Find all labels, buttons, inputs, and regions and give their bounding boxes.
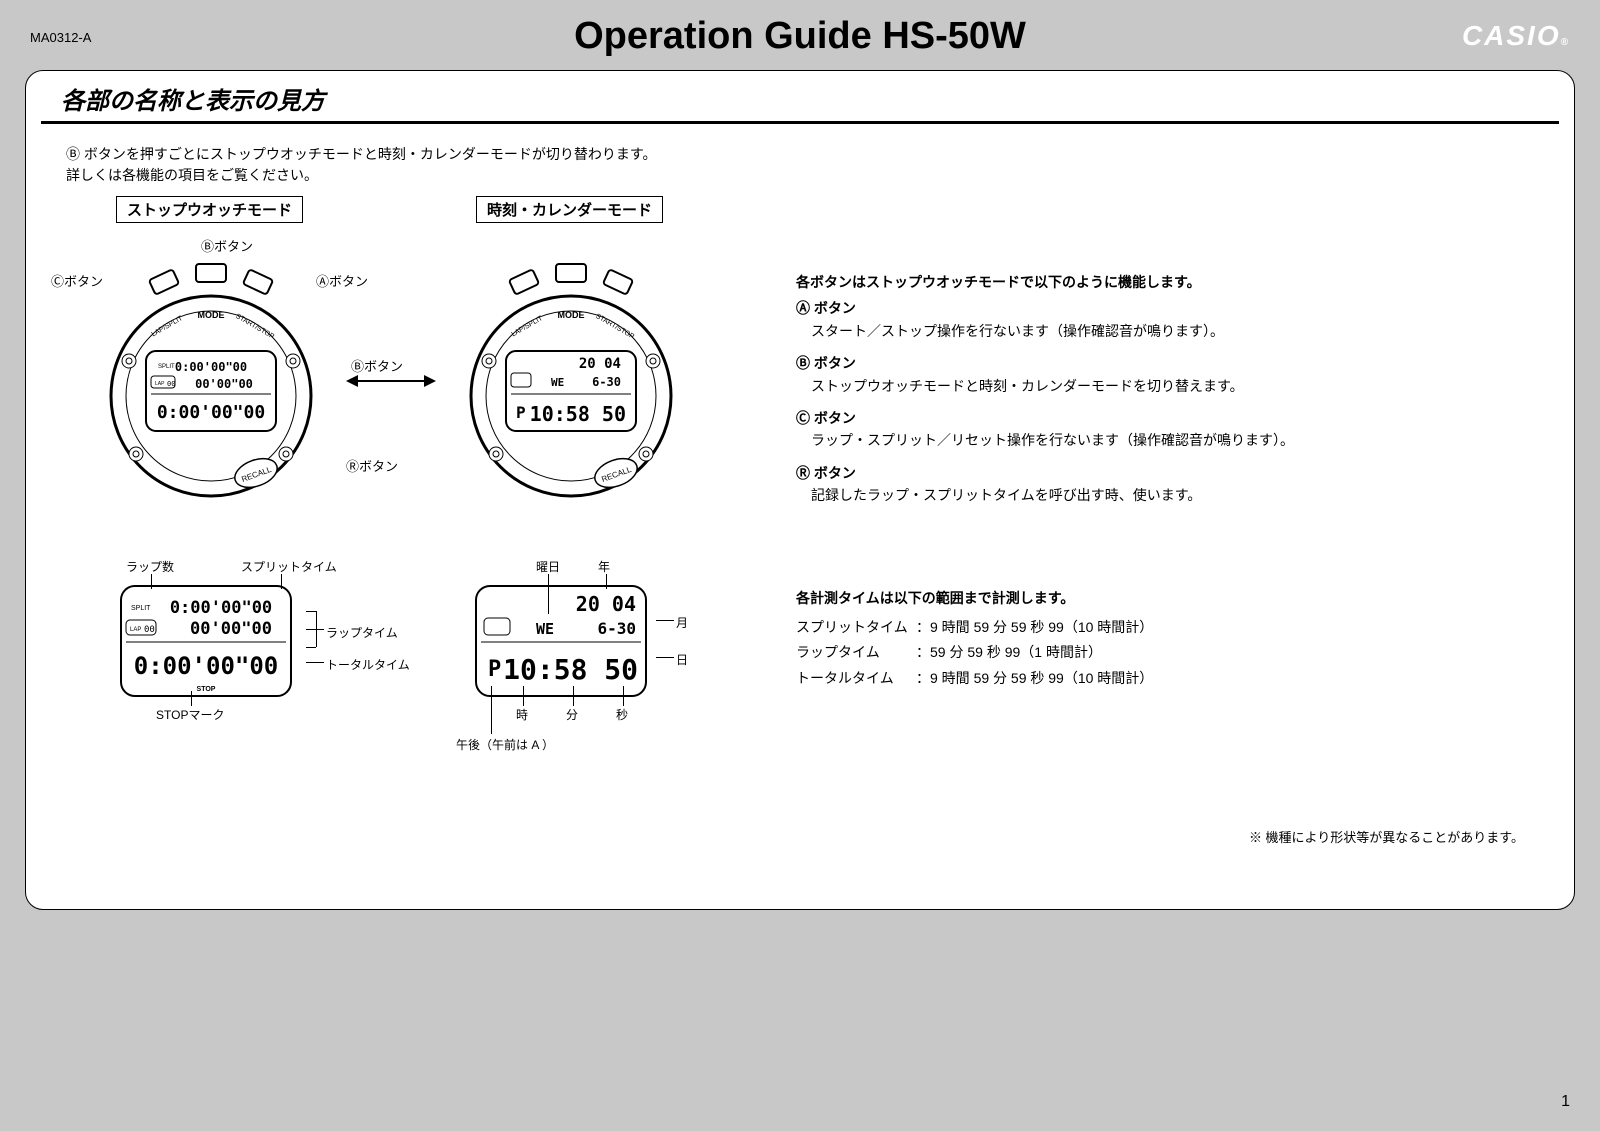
intro-text: Ⓑ ボタンを押すごとにストップウオッチモードと時刻・カレンダーモードが切り替わり… bbox=[26, 124, 1574, 196]
svg-text:SPLIT: SPLIT bbox=[131, 605, 151, 612]
svg-text:00: 00 bbox=[167, 380, 175, 388]
svg-text:WE: WE bbox=[536, 620, 554, 638]
svg-text:WE: WE bbox=[551, 376, 564, 389]
label-weekday: 曜日 bbox=[536, 558, 560, 575]
stopwatch-diagram-2: RECALL MODE LAP/SPLIT START/STOP 20 04 W… bbox=[456, 246, 686, 506]
time-total-row: トータルタイム：9 時間 59 分 59 秒 99（10 時間計） bbox=[796, 666, 1153, 691]
svg-text:0:00'00"00: 0:00'00"00 bbox=[157, 402, 265, 423]
doc-code: MA0312-A bbox=[30, 30, 91, 45]
svg-text:20 04: 20 04 bbox=[579, 356, 621, 372]
content-box: 各部の名称と表示の見方 Ⓑ ボタンを押すごとにストップウオッチモードと時刻・カレ… bbox=[25, 70, 1575, 910]
time-lap-row: ラップタイム：59 分 59 秒 99（1 時間計） bbox=[796, 640, 1153, 665]
time-split-row: スプリットタイム：9 時間 59 分 59 秒 99（10 時間計） bbox=[796, 615, 1153, 640]
mode-label-calendar: 時刻・カレンダーモード bbox=[476, 196, 663, 223]
lcd-detail-calendar: 20 04 WE 6-30 P 10:58 50 bbox=[466, 576, 656, 706]
label-lap-count: ラップ数 bbox=[126, 558, 174, 575]
svg-text:6-30: 6-30 bbox=[592, 375, 621, 389]
svg-text:00'00"00: 00'00"00 bbox=[195, 377, 253, 391]
svg-text:P: P bbox=[488, 657, 501, 682]
svg-text:STOP: STOP bbox=[197, 686, 216, 693]
svg-text:LAP: LAP bbox=[155, 381, 165, 387]
svg-text:00: 00 bbox=[144, 625, 155, 635]
svg-text:6-30: 6-30 bbox=[597, 619, 636, 638]
label-stop-mark: STOPマーク bbox=[156, 706, 224, 723]
diagram-area: ストップウオッチモード 時刻・カレンダーモード Ⓑボタン Ⓒボタン Ⓐボタン Ⓑ… bbox=[26, 196, 1574, 876]
label-minute: 分 bbox=[566, 706, 578, 723]
svg-text:MODE: MODE bbox=[198, 310, 225, 320]
label-lap-time: ラップタイム bbox=[326, 624, 398, 641]
mode-switch-arrow-icon bbox=[346, 366, 436, 396]
svg-text:10:58 50: 10:58 50 bbox=[503, 653, 638, 686]
mode-label-stopwatch: ストップウオッチモード bbox=[116, 196, 303, 223]
label-day: 日 bbox=[676, 651, 688, 668]
label-split-time: スプリットタイム bbox=[241, 558, 337, 575]
button-a-row: Ⓐ ボタン スタート／ストップ操作を行ないます（操作確認音が鳴ります）。 bbox=[796, 297, 1496, 342]
page-number: 1 bbox=[1561, 1093, 1570, 1111]
svg-text:MODE: MODE bbox=[558, 310, 585, 320]
label-year: 年 bbox=[598, 558, 610, 575]
svg-text:P: P bbox=[516, 403, 526, 422]
lcd-detail-stopwatch: SPLIT 0:00'00"00 LAP 00 00'00"00 0:00'00… bbox=[111, 576, 301, 706]
svg-text:SPLIT: SPLIT bbox=[158, 364, 175, 370]
label-second: 秒 bbox=[616, 706, 628, 723]
button-r-row: Ⓡ ボタン 記録したラップ・スプリットタイムを呼び出す時、使います。 bbox=[796, 462, 1496, 507]
label-total-time: トータルタイム bbox=[326, 656, 410, 673]
button-b-row: Ⓑ ボタン ストップウオッチモードと時刻・カレンダーモードを切り替えます。 bbox=[796, 352, 1496, 397]
svg-text:20 04: 20 04 bbox=[576, 592, 636, 616]
page-header: MA0312-A Operation Guide HS-50W CASIO® bbox=[20, 15, 1580, 65]
brand-logo: CASIO® bbox=[1462, 20, 1570, 52]
section-title: 各部の名称と表示の見方 bbox=[41, 71, 1559, 124]
buttons-heading: 各ボタンはストップウオッチモードで以下のように機能します。 bbox=[796, 271, 1496, 293]
time-ranges-text: 各計測タイムは以下の範囲まで計測します。 スプリットタイム：9 時間 59 分 … bbox=[796, 586, 1153, 691]
button-c-row: Ⓒ ボタン ラップ・スプリット／リセット操作を行ないます（操作確認音が鳴ります）… bbox=[796, 407, 1496, 452]
intro-line-2: 詳しくは各機能の項目をご覧ください。 bbox=[66, 165, 1534, 186]
button-functions-text: 各ボタンはストップウオッチモードで以下のように機能します。 Ⓐ ボタン スタート… bbox=[796, 271, 1496, 517]
model-note: ※ 機種により形状等が異なることがあります。 bbox=[1249, 827, 1524, 846]
svg-text:0:00'00"00: 0:00'00"00 bbox=[170, 598, 272, 618]
callout-r-btn: Ⓡボタン bbox=[346, 456, 398, 475]
svg-text:0:00'00"00: 0:00'00"00 bbox=[134, 652, 279, 680]
page-title: Operation Guide HS-50W bbox=[574, 15, 1026, 58]
times-heading: 各計測タイムは以下の範囲まで計測します。 bbox=[796, 586, 1153, 611]
intro-line-1: Ⓑ ボタンを押すごとにストップウオッチモードと時刻・カレンダーモードが切り替わり… bbox=[66, 144, 1534, 165]
label-month: 月 bbox=[676, 614, 688, 631]
svg-text:00'00"00: 00'00"00 bbox=[190, 619, 272, 639]
svg-text:0:00'00"00: 0:00'00"00 bbox=[175, 360, 247, 374]
label-pm-note: 午後（午前は A ） bbox=[456, 736, 554, 753]
label-hour: 時 bbox=[516, 706, 528, 723]
svg-text:LAP: LAP bbox=[130, 627, 141, 633]
svg-text:10:58 50: 10:58 50 bbox=[530, 402, 626, 426]
stopwatch-diagram-1: RECALL MODE LAP/SPLIT START/STOP SPLIT 0… bbox=[96, 246, 326, 506]
